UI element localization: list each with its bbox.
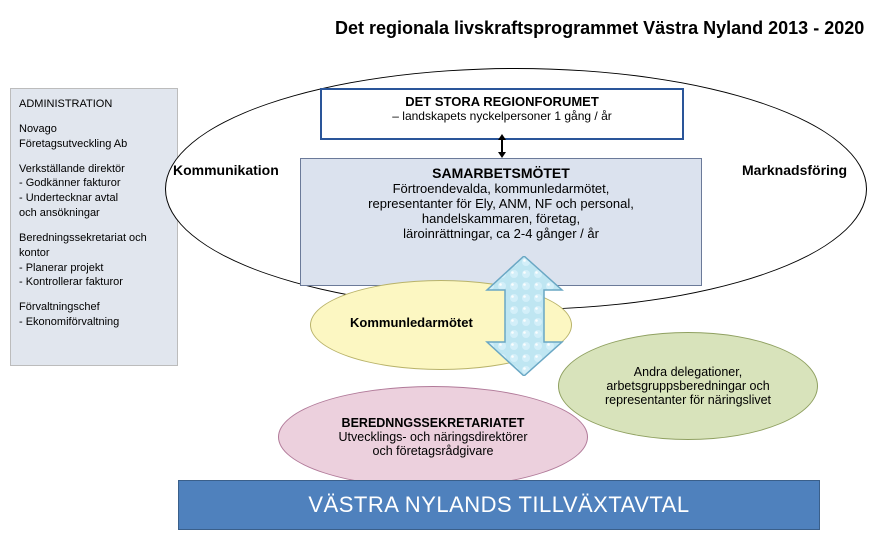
- admin-role1-title: Verkställande direktör: [19, 163, 125, 175]
- admin-r3a: - Ekonomiförvaltning: [19, 316, 119, 328]
- pink-title: BEREDNNGSSEKRETARIATET: [342, 416, 525, 430]
- admin-role1: Verkställande direktör - Godkänner faktu…: [19, 162, 169, 221]
- diagram-stage: { "title": "Det regionala livskraftsprog…: [0, 0, 880, 553]
- pink-ellipse: BEREDNNGSSEKRETARIATET Utvecklings- och …: [278, 386, 588, 488]
- admin-org1: Novago: [19, 123, 57, 135]
- admin-role2-title: Beredningssekretariat och kontor: [19, 232, 147, 259]
- pink-l1: Utvecklings- och näringsdirektörer: [339, 430, 528, 444]
- admin-role2: Beredningssekretariat och kontor - Plane…: [19, 231, 169, 290]
- samarbet-l1: Förtroendevalda, kommunledarmötet,: [301, 181, 701, 196]
- samarbet-title: SAMARBETSMÖTET: [301, 165, 701, 181]
- admin-panel: ADMINISTRATION Novago Företagsutveckling…: [10, 88, 178, 366]
- admin-r1c: och ansökningar: [19, 207, 100, 219]
- regionforum-box: DET STORA REGIONFORUMET – landskapets ny…: [320, 88, 684, 140]
- admin-r1a: - Godkänner fakturor: [19, 177, 121, 189]
- samarbet-l2: representanter för Ely, ANM, NF och pers…: [301, 196, 701, 211]
- green-text: Andra delegationer, arbetsgruppsberednin…: [573, 365, 803, 407]
- admin-r2a: - Planerar projekt: [19, 262, 103, 274]
- page-title: Det regionala livskraftsprogrammet Västr…: [335, 18, 875, 39]
- admin-heading: ADMINISTRATION: [19, 97, 169, 112]
- admin-org2: Företagsutveckling Ab: [19, 138, 127, 150]
- green-ellipse: Andra delegationer, arbetsgruppsberednin…: [558, 332, 818, 440]
- admin-role3: Förvaltningschef - Ekonomiförvaltning: [19, 300, 169, 330]
- regionforum-sub: – landskapets nyckelpersoner 1 gång / år: [322, 109, 682, 123]
- admin-r2b: - Kontrollerar fakturor: [19, 276, 123, 288]
- samarbet-l4: läroinrättningar, ca 2-4 gånger / år: [301, 226, 701, 241]
- admin-org: Novago Företagsutveckling Ab: [19, 122, 169, 152]
- pink-l2: och företagsrådgivare: [373, 444, 494, 458]
- bottom-bar: VÄSTRA NYLANDS TILLVÄXTAVTAL: [178, 480, 820, 530]
- admin-role3-title: Förvaltningschef: [19, 301, 100, 313]
- regionforum-title: DET STORA REGIONFORUMET: [322, 94, 682, 109]
- bottom-text: VÄSTRA NYLANDS TILLVÄXTAVTAL: [308, 492, 689, 518]
- big-double-arrow-icon: [472, 256, 577, 376]
- label-kommunikation: Kommunikation: [173, 162, 279, 178]
- admin-r1b: - Undertecknar avtal: [19, 192, 118, 204]
- label-kommunledarmotet: Kommunledarmötet: [350, 315, 473, 330]
- small-double-arrow-icon: [498, 134, 506, 158]
- samarbet-l3: handelskammaren, företag,: [301, 211, 701, 226]
- label-marknadsforing: Marknadsföring: [742, 162, 847, 178]
